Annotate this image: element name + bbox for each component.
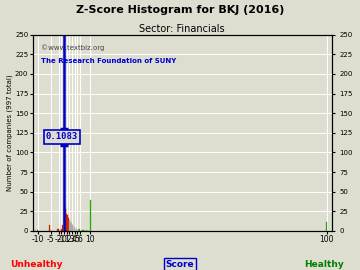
Bar: [76, 229, 77, 231]
Text: Healthy: Healthy: [304, 260, 344, 269]
Text: Unhealthy: Unhealthy: [10, 260, 62, 269]
Bar: [69, 222, 70, 231]
Bar: [79, 230, 80, 231]
Bar: [78, 230, 79, 231]
Text: Score: Score: [166, 260, 194, 269]
Bar: [57, 230, 58, 231]
Bar: [75, 228, 76, 231]
Bar: [74, 227, 75, 231]
Bar: [73, 226, 74, 231]
Y-axis label: Number of companies (997 total): Number of companies (997 total): [7, 75, 13, 191]
Text: 0.1083: 0.1083: [46, 132, 78, 141]
Bar: [86, 230, 87, 231]
Bar: [52, 230, 53, 231]
Bar: [82, 230, 83, 231]
Text: The Research Foundation of SUNY: The Research Foundation of SUNY: [41, 58, 177, 64]
Bar: [58, 230, 59, 231]
Title: Sector: Financials: Sector: Financials: [139, 24, 225, 34]
Bar: [37, 230, 38, 231]
Bar: [61, 229, 62, 231]
Bar: [65, 209, 66, 231]
Bar: [77, 230, 78, 231]
Text: ©www.textbiz.org: ©www.textbiz.org: [41, 45, 105, 51]
Text: Z-Score Histogram for BKJ (2016): Z-Score Histogram for BKJ (2016): [76, 5, 284, 15]
Bar: [49, 225, 50, 231]
Bar: [64, 204, 65, 231]
Bar: [62, 225, 63, 231]
Bar: [70, 222, 71, 231]
Bar: [71, 223, 72, 231]
Bar: [66, 214, 67, 231]
Bar: [68, 218, 69, 231]
Bar: [90, 200, 91, 231]
Bar: [67, 215, 68, 231]
Bar: [72, 225, 73, 231]
